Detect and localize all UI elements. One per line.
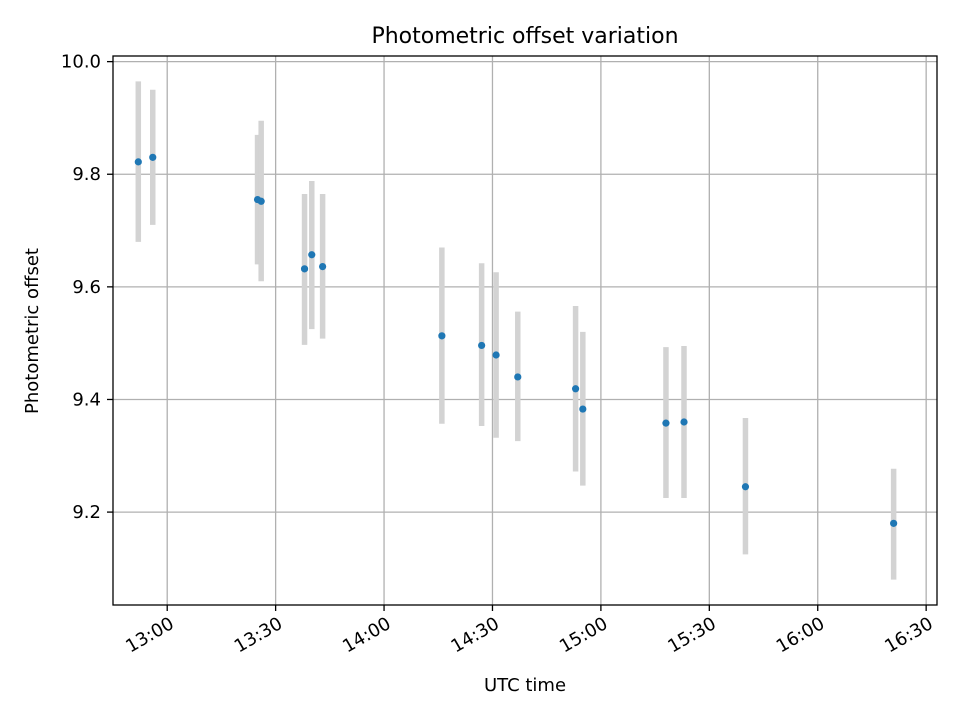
y-tick-label: 9.8 (72, 164, 101, 185)
data-point (438, 332, 446, 340)
data-points (134, 153, 898, 527)
data-point (741, 483, 750, 491)
y-axis-label: Photometric offset (22, 248, 43, 414)
data-point (300, 265, 309, 273)
data-point (579, 405, 587, 413)
data-point (514, 373, 522, 381)
data-point (571, 385, 580, 393)
data-point (134, 158, 142, 166)
data-point (680, 418, 688, 426)
data-point (890, 519, 898, 527)
axes-frame (112, 55, 938, 606)
data-point (478, 341, 486, 350)
grid (113, 56, 937, 605)
y-tick-label: 9.2 (72, 502, 101, 523)
data-point (149, 153, 157, 161)
data-point (308, 251, 316, 259)
chart-title: Photometric offset variation (371, 24, 678, 49)
data-point (319, 262, 327, 271)
x-axis-label: UTC time (484, 675, 566, 696)
data-point (257, 197, 265, 205)
data-point (662, 419, 670, 427)
data-point (492, 351, 500, 359)
y-tick-label: 9.4 (72, 389, 101, 410)
y-tick-label: 10.0 (61, 52, 101, 73)
y-tick-label: 9.6 (72, 277, 101, 298)
